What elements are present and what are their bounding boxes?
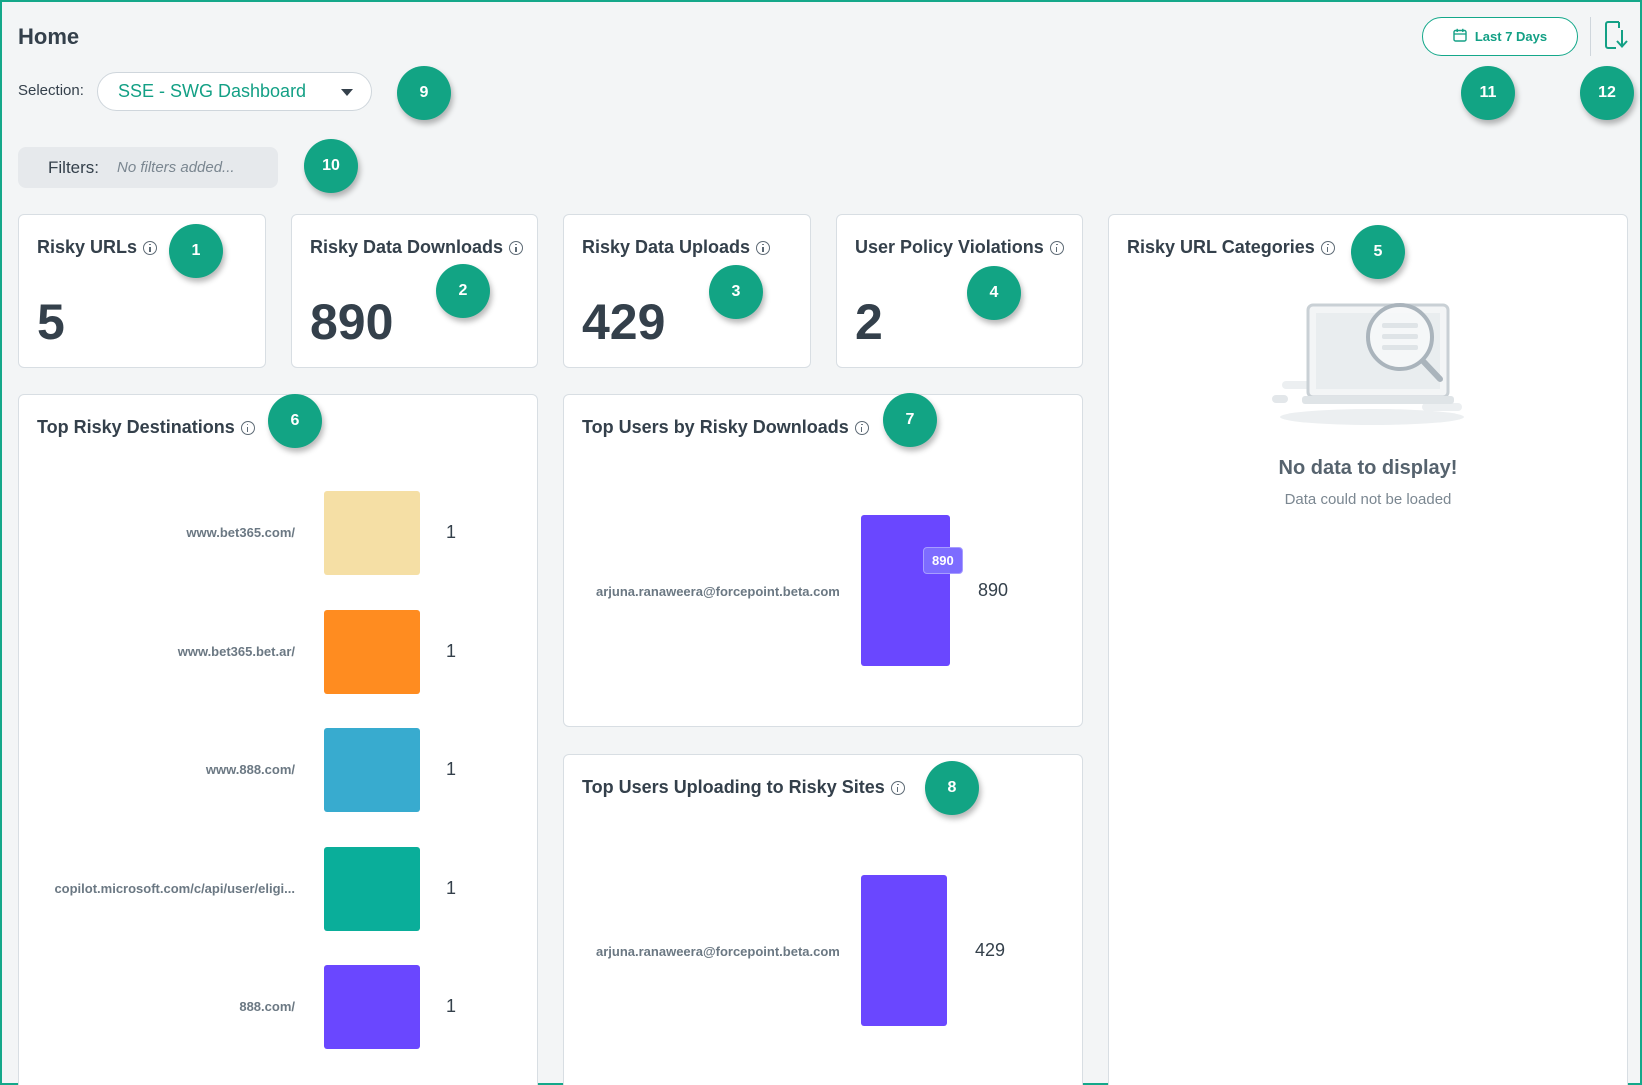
annotation-badge-9: 9 [397,66,451,120]
annotation-badge-12: 12 [1580,66,1634,120]
annotation-badge-6: 6 [268,394,322,448]
bar-label: arjuna.ranaweera@forcepoint.beta.com [596,584,840,599]
info-icon[interactable] [854,420,869,435]
top-users-downloads-card: Top Users by Risky Downloads arjuna.rana… [563,394,1083,727]
destination-value: 1 [446,996,457,1016]
destination-value: 1 [446,522,457,542]
kpi-value: 5 [37,294,65,350]
card-title: Top Users by Risky Downloads [582,417,849,437]
filters-placeholder: No filters added... [117,159,235,176]
kpi-card-risky-downloads[interactable]: Risky Data Downloads 890 [291,214,538,368]
destination-bar[interactable] [324,491,420,575]
bar-value: 890 [978,580,1009,600]
kpi-card-risky-urls[interactable]: Risky URLs 5 [18,214,266,368]
info-icon[interactable] [240,420,255,435]
date-range-button[interactable]: Last 7 Days [1422,17,1578,56]
annotation-badge-11: 11 [1461,66,1515,120]
destination-value: 1 [446,640,457,661]
no-data-illustration [1272,299,1472,439]
selection-label: Selection: [18,82,84,99]
destination-label: www.888.com/ [205,762,295,777]
annotation-badge-4: 4 [967,266,1021,320]
destination-label: 888.com/ [239,999,295,1014]
bar-label: arjuna.ranaweera@forcepoint.beta.com [596,944,840,959]
kpi-title: User Policy Violations [855,237,1044,257]
annotation-badge-2: 2 [436,264,490,318]
kpi-title: Risky Data Uploads [582,237,751,257]
card-title: Top Risky Destinations [37,417,235,437]
download-icon [1605,20,1629,55]
info-icon[interactable] [1049,240,1064,255]
empty-state-subtitle: Data could not be loaded [1284,491,1452,508]
header-divider [1590,17,1591,56]
card-title: Top Users Uploading to Risky Sites [582,777,885,797]
info-icon[interactable] [756,240,771,255]
bar-tooltip: 890 [923,547,963,574]
date-range-label: Last 7 Days [1474,29,1548,44]
filters-bar[interactable]: Filters: No filters added... [18,147,278,188]
destination-bar[interactable] [324,965,420,1049]
kpi-value: 890 [310,294,394,350]
filters-label: Filters: [48,157,99,177]
card-title: Risky URL Categories [1127,237,1315,257]
kpi-title: Risky Data Downloads [310,237,504,257]
destination-bar[interactable] [324,846,420,931]
annotation-badge-8: 8 [925,761,979,815]
top-users-uploads-card: Top Users Uploading to Risky Sites arjun… [563,754,1083,1085]
annotation-badge-10: 10 [304,139,358,193]
dashboard-select[interactable]: SSE - SWG Dashboard [97,72,372,111]
annotation-badge-7: 7 [883,393,937,447]
download-bar[interactable] [861,515,950,666]
dashboard-select-value: SSE - SWG Dashboard [118,81,307,101]
destination-label: www.bet365.com/ [186,525,295,540]
info-icon[interactable] [890,780,905,795]
kpi-card-policy-violations[interactable]: User Policy Violations 2 [836,214,1083,368]
upload-bar[interactable] [861,875,947,1026]
empty-state-title: No data to display! [1278,457,1458,479]
info-icon[interactable] [1320,240,1335,255]
annotation-badge-1: 1 [169,224,223,278]
top-risky-destinations-card: Top Risky Destinations www.bet365.com/1 w… [18,394,538,1085]
kpi-value: 429 [582,294,666,350]
download-button[interactable] [1603,20,1631,54]
annotation-badge-3: 3 [709,265,763,319]
destination-value: 1 [446,759,457,779]
destination-label: copilot.microsoft.com/c/api/user/eligi..… [54,880,295,896]
destination-label: www.bet365.bet.ar/ [177,643,295,659]
bar-value: 429 [975,940,1006,960]
risky-url-categories-card: Risky URL Categories No data to display!… [1108,214,1628,1085]
calendar-icon [1453,28,1467,45]
annotation-badge-5: 5 [1351,225,1405,279]
risky-destinations-chart: www.bet365.com/1 www.bet365.bet.ar/1 www.8… [19,395,539,1085]
kpi-value: 2 [855,294,883,350]
destination-bar[interactable] [324,609,420,694]
kpi-card-risky-uploads[interactable]: Risky Data Uploads 429 [563,214,811,368]
chevron-down-icon [341,89,353,96]
kpi-title: Risky URLs [37,237,138,257]
destination-value: 1 [446,877,457,898]
page-title: Home [18,24,80,49]
info-icon[interactable] [509,240,524,255]
info-icon[interactable] [143,240,158,255]
destination-bar[interactable] [324,728,420,812]
